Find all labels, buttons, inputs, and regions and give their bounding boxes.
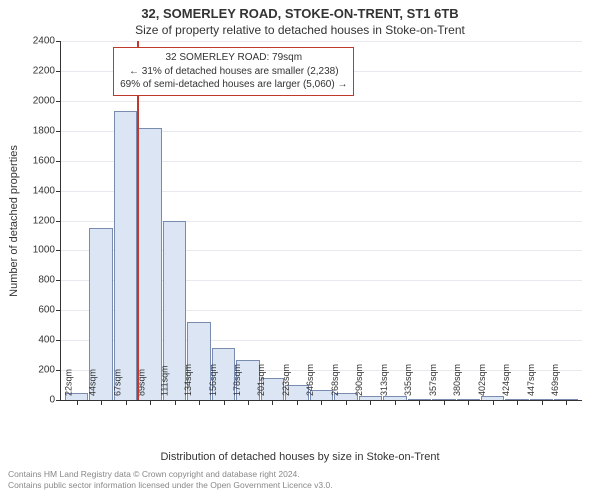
x-tick-mark <box>566 400 567 405</box>
y-tick-label: 2400 <box>25 36 55 47</box>
bar-slot: 469sqm <box>554 41 577 400</box>
x-tick-label: 223sqm <box>281 364 291 396</box>
x-tick-label: 380sqm <box>452 364 462 396</box>
x-tick-label: 447sqm <box>526 364 536 396</box>
bar-slot: 424sqm <box>505 41 528 400</box>
y-tick-label: 1000 <box>25 245 55 256</box>
x-tick-label: 201sqm <box>256 364 266 396</box>
x-tick-mark <box>248 400 249 405</box>
x-tick-label: 246sqm <box>305 364 315 396</box>
x-tick-label: 178sqm <box>232 364 242 396</box>
x-tick-label: 357sqm <box>428 364 438 396</box>
y-tick-label: 200 <box>25 365 55 376</box>
x-tick-mark <box>77 400 78 405</box>
y-tick-label: 1200 <box>25 215 55 226</box>
footer-line-2: Contains public sector information licen… <box>8 480 592 491</box>
x-tick-mark <box>370 400 371 405</box>
x-tick-label: 335sqm <box>403 364 413 396</box>
x-tick-mark <box>175 400 176 405</box>
callout-line: 32 SOMERLEY ROAD: 79sqm <box>120 51 347 65</box>
x-tick-mark <box>126 400 127 405</box>
x-tick-label: 424sqm <box>501 364 511 396</box>
callout-box: 32 SOMERLEY ROAD: 79sqm← 31% of detached… <box>113 47 354 96</box>
y-tick-label: 2000 <box>25 95 55 106</box>
bar-slot: 335sqm <box>408 41 431 400</box>
x-tick-mark <box>321 400 322 405</box>
plot-wrap: Number of detached properties 0200400600… <box>60 41 582 401</box>
x-tick-mark <box>101 400 102 405</box>
bar-slot: 22sqm <box>65 41 88 400</box>
x-tick-mark <box>272 400 273 405</box>
x-tick-label: 402sqm <box>477 364 487 396</box>
y-tick-label: 2200 <box>25 65 55 76</box>
x-tick-label: 469sqm <box>550 364 560 396</box>
histogram-bar <box>138 128 161 400</box>
callout-line: 69% of semi-detached houses are larger (… <box>120 78 347 92</box>
bar-slot: 402sqm <box>481 41 504 400</box>
y-tick-label: 1400 <box>25 185 55 196</box>
bar-slot: 313sqm <box>383 41 406 400</box>
bar-slot: 380sqm <box>457 41 480 400</box>
plot-area: 0200400600800100012001400160018002000220… <box>60 41 582 401</box>
y-tick-mark <box>56 400 61 401</box>
y-tick-label: 800 <box>25 275 55 286</box>
x-tick-mark <box>224 400 225 405</box>
title-sub: Size of property relative to detached ho… <box>8 23 592 37</box>
x-tick-mark <box>199 400 200 405</box>
bar-slot: 290sqm <box>359 41 382 400</box>
x-tick-label: 268sqm <box>330 364 340 396</box>
footer-line-1: Contains HM Land Registry data © Crown c… <box>8 469 592 480</box>
x-tick-mark <box>517 400 518 405</box>
bar-slot: 357sqm <box>432 41 455 400</box>
x-tick-label: 156sqm <box>208 364 218 396</box>
y-tick-label: 1600 <box>25 155 55 166</box>
x-axis-label: Distribution of detached houses by size … <box>8 451 592 463</box>
x-tick-mark <box>419 400 420 405</box>
x-tick-mark <box>542 400 543 405</box>
footer: Contains HM Land Registry data © Crown c… <box>8 469 592 490</box>
y-tick-label: 0 <box>25 395 55 406</box>
x-tick-label: 134sqm <box>183 364 193 396</box>
x-tick-label: 313sqm <box>379 364 389 396</box>
y-tick-label: 400 <box>25 335 55 346</box>
x-tick-label: 44sqm <box>88 369 98 396</box>
callout-line: ← 31% of detached houses are smaller (2,… <box>120 65 347 79</box>
y-tick-label: 1800 <box>25 125 55 136</box>
x-tick-mark <box>150 400 151 405</box>
x-tick-label: 290sqm <box>354 364 364 396</box>
histogram-bar <box>114 111 137 400</box>
y-tick-label: 600 <box>25 305 55 316</box>
x-tick-label: 22sqm <box>63 369 73 396</box>
bar-slot: 44sqm <box>89 41 112 400</box>
title-main: 32, SOMERLEY ROAD, STOKE-ON-TRENT, ST1 6… <box>8 6 592 21</box>
x-tick-mark <box>444 400 445 405</box>
bar-slot: 447sqm <box>530 41 553 400</box>
y-axis-label: Number of detached properties <box>8 145 20 297</box>
chart-frame: 32, SOMERLEY ROAD, STOKE-ON-TRENT, ST1 6… <box>0 0 600 500</box>
x-tick-mark <box>297 400 298 405</box>
x-tick-label: 111sqm <box>159 365 169 396</box>
x-tick-mark <box>493 400 494 405</box>
x-tick-mark <box>346 400 347 405</box>
x-tick-mark <box>395 400 396 405</box>
x-tick-mark <box>468 400 469 405</box>
x-tick-label: 67sqm <box>112 369 122 396</box>
